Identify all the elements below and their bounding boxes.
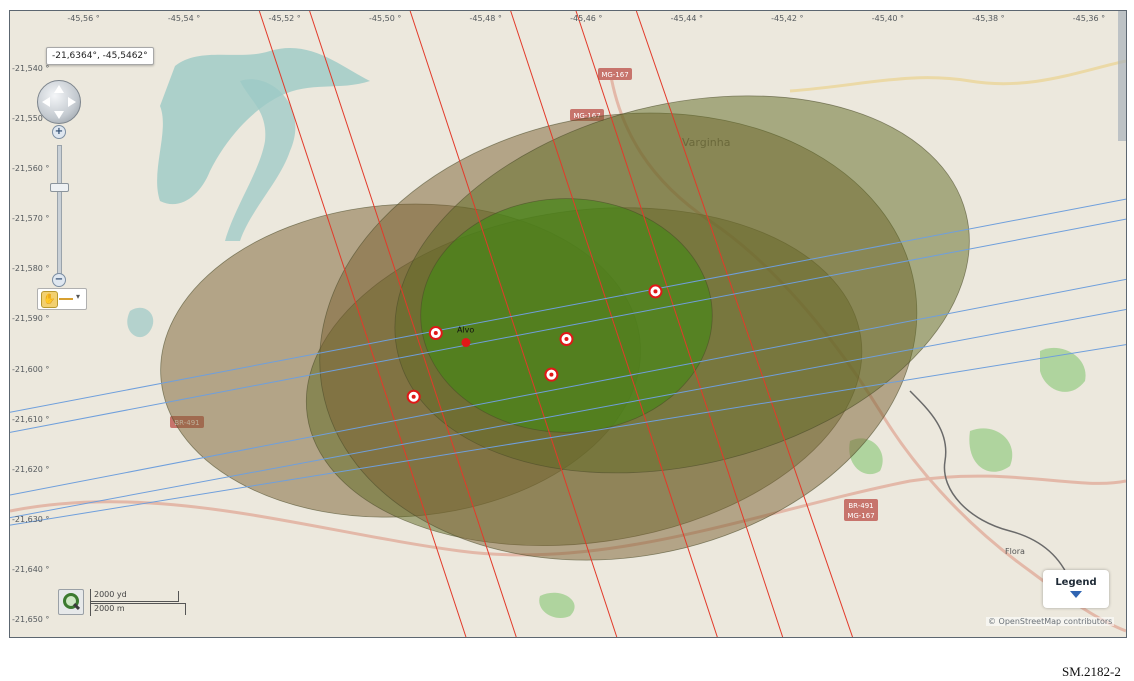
estimate-marker-dot bbox=[653, 289, 658, 294]
bearing-line-blue bbox=[10, 344, 1126, 526]
longitude-tick-label: -45,56 ° bbox=[67, 14, 100, 23]
rail-line bbox=[909, 390, 1071, 582]
measure-line-icon bbox=[59, 298, 73, 300]
pan-control[interactable] bbox=[37, 80, 81, 124]
latitude-tick-label: -21,570 ° bbox=[12, 214, 50, 224]
bearing-line-red bbox=[575, 11, 784, 637]
bearing-line-red bbox=[258, 11, 467, 637]
river-arm-shape bbox=[225, 79, 296, 241]
bearing-line-red bbox=[309, 11, 517, 637]
estimate-marker-dot bbox=[564, 337, 569, 342]
legend-label: Legend bbox=[1055, 577, 1097, 588]
town-label-flora: Flora bbox=[1005, 547, 1025, 556]
bearing-line-red bbox=[635, 11, 854, 637]
pan-down-icon[interactable] bbox=[54, 111, 64, 119]
pan-tool-button[interactable]: ✋ ▾ bbox=[37, 288, 87, 310]
longitude-tick-label: -45,36 ° bbox=[1072, 14, 1106, 23]
longitude-tick-label: -45,38 ° bbox=[972, 14, 1005, 23]
forest-patch bbox=[539, 592, 575, 619]
svg-text:MG-167: MG-167 bbox=[601, 71, 628, 79]
longitude-tick-label: -45,48 ° bbox=[469, 14, 502, 23]
latitude-tick-label: -21,580 ° bbox=[12, 264, 50, 274]
bearing-line-blue bbox=[10, 308, 1126, 519]
reservoir-shape bbox=[157, 48, 370, 205]
coordinate-readout: -21,6364°, -45,5462° bbox=[46, 47, 154, 65]
latitude-tick-label: -21,560 ° bbox=[12, 164, 50, 173]
target-marker bbox=[461, 338, 471, 348]
scale-label-m: 2000 m bbox=[94, 604, 125, 613]
latitude-tick-label: -21,650 ° bbox=[12, 615, 50, 625]
longitude-tick-label: -45,54 ° bbox=[167, 14, 201, 23]
bearing-line-blue bbox=[10, 198, 1126, 413]
latitude-tick-label: -21,590 ° bbox=[12, 314, 50, 324]
latitude-tick-label: -21,540 ° bbox=[12, 63, 50, 73]
estimate-marker-dot bbox=[411, 394, 416, 399]
road-shield-br491-mg167: BR-491 MG-167 bbox=[844, 499, 878, 521]
side-panel-tab[interactable] bbox=[1118, 11, 1126, 141]
pan-left-icon[interactable] bbox=[42, 97, 50, 107]
zoom-track[interactable] bbox=[57, 145, 62, 275]
latitude-tick-label: -21,610 ° bbox=[12, 414, 50, 424]
scale-label-yd: 2000 yd bbox=[94, 590, 127, 599]
longitude-tick-label: -45,46 ° bbox=[570, 14, 603, 23]
longitude-tick-label: -45,42 ° bbox=[771, 14, 804, 23]
road-shield-mg167: MG-167 bbox=[598, 68, 632, 80]
map-canvas[interactable]: VarginhaFloraMG-167MG-167BR-491BR-491MG-… bbox=[10, 11, 1126, 637]
forest-patch bbox=[969, 428, 1013, 472]
svg-text:MG-167: MG-167 bbox=[847, 512, 874, 520]
pan-up-icon[interactable] bbox=[54, 85, 64, 93]
estimate-marker-dot bbox=[433, 331, 438, 336]
forest-patch bbox=[1040, 347, 1086, 392]
longitude-tick-label: -45,50 ° bbox=[369, 14, 402, 23]
map-view[interactable]: VarginhaFloraMG-167MG-167BR-491BR-491MG-… bbox=[9, 10, 1127, 638]
road-secondary bbox=[789, 59, 1126, 93]
target-label: Alvo bbox=[457, 326, 474, 335]
estimate-marker-dot bbox=[549, 372, 554, 377]
scale-bar: 2000 yd 2000 m bbox=[90, 589, 210, 617]
zoom-to-extent-button[interactable] bbox=[58, 589, 84, 615]
longitude-tick-label: -45,44 ° bbox=[670, 14, 703, 23]
hand-icon: ✋ bbox=[41, 291, 58, 308]
longitude-tick-label: -45,40 ° bbox=[871, 14, 905, 23]
latitude-tick-label: -21,620 ° bbox=[12, 464, 50, 474]
ellipse-estimate-5 bbox=[420, 198, 713, 433]
zoom-in-button[interactable]: + bbox=[52, 125, 66, 139]
bearing-line-blue bbox=[10, 218, 1126, 433]
bearing-line-blue bbox=[10, 278, 1126, 496]
lake-shape bbox=[127, 307, 154, 338]
pan-right-icon[interactable] bbox=[68, 97, 76, 107]
latitude-tick-label: -21,550 ° bbox=[12, 113, 50, 123]
map-attribution: © OpenStreetMap contributors bbox=[986, 617, 1115, 626]
chevron-down-icon: ▾ bbox=[76, 292, 81, 301]
bearing-line-red bbox=[409, 11, 618, 637]
latitude-tick-label: -21,600 ° bbox=[12, 364, 50, 374]
zoom-out-button[interactable]: − bbox=[52, 273, 66, 287]
chevron-down-icon bbox=[1070, 591, 1082, 598]
svg-text:BR-491: BR-491 bbox=[848, 502, 873, 510]
latitude-tick-label: -21,640 ° bbox=[12, 565, 50, 575]
legend-button[interactable]: Legend bbox=[1043, 570, 1109, 608]
figure-code: SM.2182-2 bbox=[1062, 664, 1121, 679]
zoom-slider-handle[interactable] bbox=[50, 183, 69, 193]
latitude-tick-label: -21,630 ° bbox=[12, 515, 50, 525]
longitude-tick-label: -45,52 ° bbox=[268, 14, 301, 23]
bearing-line-red bbox=[510, 11, 718, 637]
svg-text:MG-167: MG-167 bbox=[573, 112, 600, 120]
